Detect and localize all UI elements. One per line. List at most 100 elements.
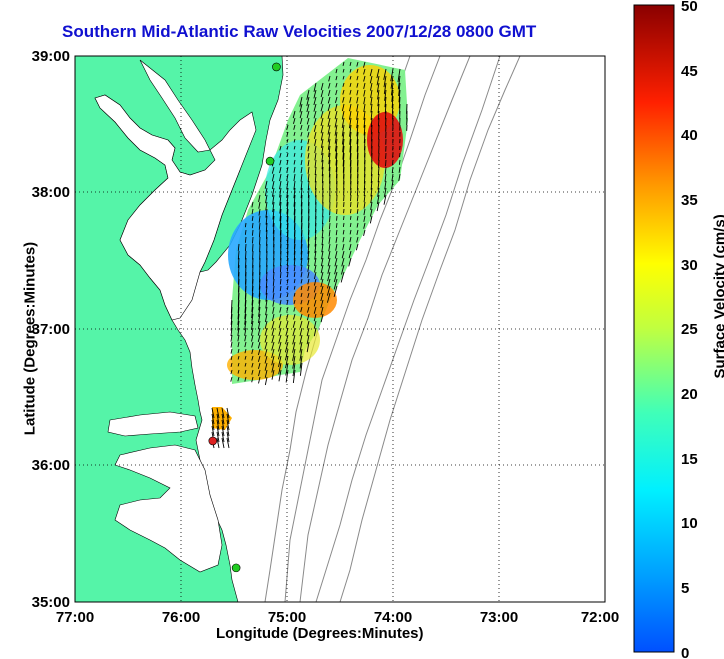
velocity-arrow — [265, 306, 268, 316]
velocity-arrow — [230, 355, 233, 361]
velocity-arrow — [271, 187, 275, 197]
velocity-arrow — [349, 89, 352, 95]
velocity-arrow — [383, 194, 387, 205]
y-tick-label: 36:00 — [32, 457, 70, 474]
velocity-arrow — [398, 159, 401, 165]
velocity-arrow — [363, 215, 366, 222]
velocity-arrow — [320, 110, 324, 119]
velocity-arrow — [286, 299, 289, 305]
velocity-arrow — [300, 271, 303, 278]
velocity-arrow — [280, 257, 282, 267]
velocity-arrow — [251, 355, 254, 361]
velocity-arrow — [271, 362, 275, 373]
velocity-arrow — [370, 180, 373, 190]
velocity-arrow — [293, 201, 296, 215]
velocity-arrow — [335, 82, 338, 88]
velocity-arrow — [328, 166, 331, 178]
grid-lines — [75, 56, 605, 602]
velocity-arrow — [271, 369, 275, 380]
velocity-arrow — [244, 299, 247, 313]
velocity-arrow — [300, 194, 303, 207]
velocity-arrow — [306, 313, 310, 321]
velocity-arrow — [342, 61, 345, 66]
velocity-arrow — [293, 285, 296, 290]
velocity-small-patch — [212, 407, 232, 430]
x-tick-label: 74:00 — [374, 609, 412, 626]
velocity-arrow — [307, 180, 310, 190]
velocity-arrow — [299, 348, 303, 361]
velocity-arrow — [306, 96, 310, 107]
station-marker — [208, 436, 218, 446]
velocity-arrow — [314, 145, 317, 154]
velocity-arrow — [278, 369, 282, 382]
velocity-arrow — [286, 138, 289, 143]
velocity-arrow — [328, 75, 331, 82]
velocity-arrow — [376, 194, 380, 205]
velocity-arrow — [300, 250, 303, 261]
velocity-arrow — [278, 355, 282, 367]
velocity-arrow — [341, 250, 345, 259]
velocity-arrow — [300, 173, 303, 182]
velocity-arrow — [244, 362, 247, 367]
velocity-arrow — [307, 299, 310, 306]
velocity-arrow — [335, 229, 338, 236]
velocity-arrow — [293, 180, 296, 190]
velocity-arrow — [341, 124, 345, 137]
velocity-arrow — [293, 257, 296, 266]
velocity-arrow — [335, 68, 338, 74]
velocity-arrow — [335, 222, 338, 228]
velocity-arrow — [299, 327, 303, 337]
velocity-arrow — [349, 82, 352, 87]
velocity-arrow — [342, 96, 345, 103]
velocity-arrow — [211, 407, 215, 419]
velocity-arrow — [320, 117, 324, 126]
velocity-arrow — [321, 250, 324, 260]
velocity-arrow — [307, 187, 310, 198]
velocity-arrow — [300, 285, 303, 291]
velocity-arrow — [363, 68, 366, 75]
velocity-arrow — [258, 215, 261, 223]
velocity-arrow — [293, 173, 296, 182]
velocity-arrow — [356, 68, 359, 74]
velocity-arrow — [377, 103, 380, 114]
velocity-arrow — [258, 299, 261, 311]
velocity-arrow — [244, 369, 247, 374]
velocity-arrow — [286, 124, 289, 131]
velocity-arrow — [307, 250, 310, 260]
velocity-arrow — [279, 166, 282, 174]
velocity-arrow — [271, 166, 275, 174]
velocity-arrow — [251, 229, 254, 236]
velocity-arrow — [356, 75, 359, 81]
velocity-arrow — [264, 327, 268, 336]
velocity-arrow — [279, 145, 282, 151]
velocity-arrow — [251, 208, 254, 215]
y-axis-label: Latitude (Degrees:Minutes) — [21, 241, 39, 436]
velocity-arrow — [307, 285, 310, 292]
velocity-arrow — [279, 180, 282, 190]
x-tick-label: 76:00 — [162, 609, 200, 626]
velocity-arrow — [271, 313, 275, 322]
velocity-arrow — [272, 208, 275, 220]
velocity-arrow — [356, 236, 359, 243]
colorbar-ticks: 50 45 40 35 30 25 20 15 10 5 0 — [681, 0, 698, 659]
velocity-arrow — [349, 75, 352, 80]
velocity-arrow — [384, 96, 387, 108]
velocity-arrow — [292, 362, 296, 377]
velocity-arrow — [216, 431, 220, 443]
velocity-arrow — [327, 264, 331, 274]
velocity-arrow — [348, 257, 352, 267]
velocity-arrow — [363, 124, 366, 136]
velocity-arrow — [327, 110, 331, 119]
velocity-arrow — [237, 250, 240, 260]
velocity-arrow — [349, 222, 352, 228]
velocity-arrow — [314, 180, 317, 190]
velocity-arrow — [370, 194, 373, 204]
velocity-arrow — [271, 180, 275, 190]
velocity-arrow — [363, 229, 366, 236]
velocity-arrow — [369, 75, 373, 84]
velocity-arrow — [313, 131, 317, 139]
velocity-arrow — [398, 82, 401, 97]
velocity-arrow — [278, 341, 282, 352]
velocity-arrow — [230, 334, 233, 342]
velocity-arrow — [258, 229, 261, 238]
